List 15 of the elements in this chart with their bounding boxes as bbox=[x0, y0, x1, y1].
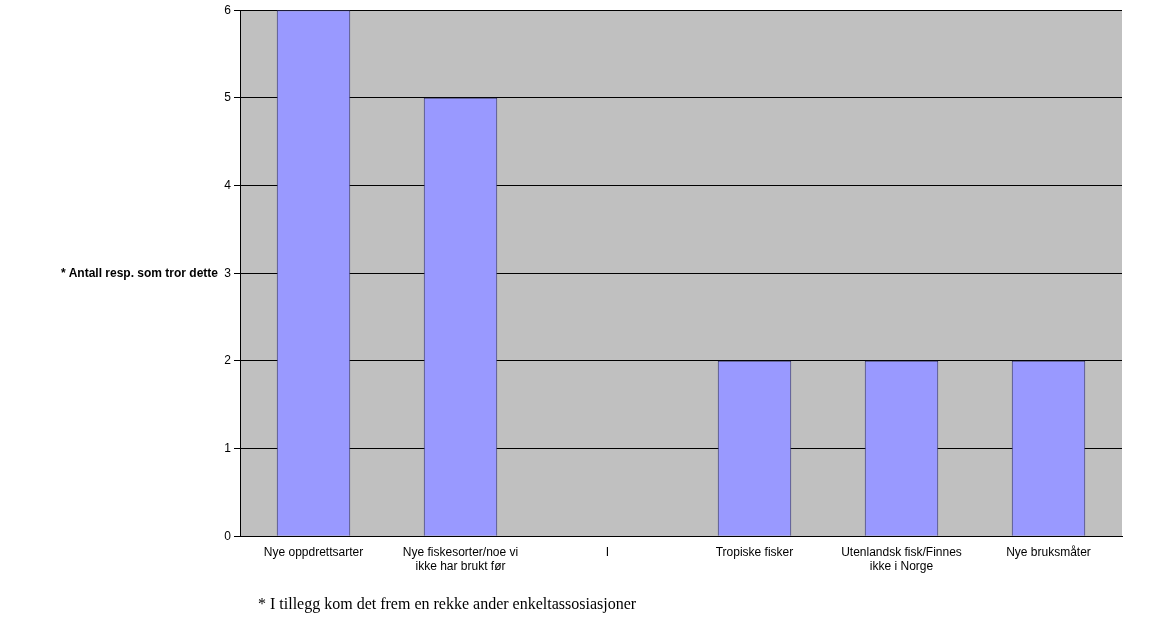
y-tick-label: 6 bbox=[224, 2, 232, 17]
x-tick-label: Utenlandsk fisk/Finnes ikke i Norge bbox=[841, 544, 962, 574]
text: * I tillegg kom det frem en rekke ander enkeltassosiasjoner bbox=[258, 595, 637, 614]
y-axis-title: * Antall resp. som tror dette bbox=[61, 265, 219, 280]
y-tick-label: 0 bbox=[224, 528, 232, 543]
x-tick-label: I bbox=[605, 544, 610, 559]
x-tick-label: Nye fiskesorter/noe vi ikke har brukt før bbox=[402, 544, 519, 574]
x-tick-label: Nye oppdrettsarter bbox=[263, 544, 364, 559]
x-tick-label: Nye bruksmåter bbox=[1006, 544, 1091, 559]
x-tick-label: Tropiske fisker bbox=[715, 544, 794, 559]
y-tick-label: 1 bbox=[224, 440, 232, 455]
y-tick-label: 2 bbox=[224, 353, 232, 368]
y-tick-label: 4 bbox=[224, 177, 232, 192]
y-tick-label: 3 bbox=[224, 265, 232, 280]
y-tick-label: 5 bbox=[224, 90, 232, 105]
